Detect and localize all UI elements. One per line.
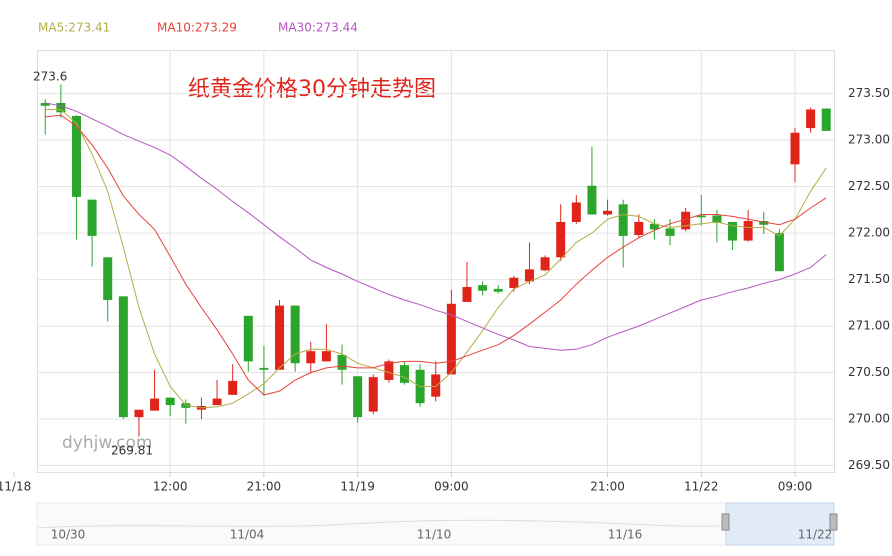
navigator-handle[interactable] — [721, 513, 730, 531]
legend-entry: MA5:273.41 — [38, 21, 110, 35]
annotation: 269.81 — [111, 444, 153, 458]
candle-body — [150, 398, 160, 411]
navigator-label: 11/04 — [230, 528, 265, 542]
x-tick-label: 11/19 — [340, 480, 375, 494]
legend-entry: MA30:273.44 — [278, 21, 358, 35]
candle-body — [87, 199, 97, 236]
navigator-label: 10/30 — [51, 528, 86, 542]
x-tick-label: 09:00 — [434, 480, 469, 494]
candle-body — [306, 351, 316, 364]
chart-title: 纸黄金价格30分钟走势图 — [188, 77, 436, 102]
watermark: dyhjw.com — [62, 433, 152, 453]
candle-body — [759, 221, 769, 225]
navigator-frame — [36, 502, 835, 546]
candle-body — [243, 315, 253, 362]
candle-body — [524, 269, 534, 282]
candle-body — [56, 102, 66, 113]
candle-body — [556, 221, 566, 258]
candle-body — [400, 365, 409, 383]
ma-line — [45, 114, 827, 396]
candle-body — [571, 202, 581, 222]
candle-body — [446, 303, 456, 375]
candle-body — [728, 221, 738, 241]
candle-body — [275, 305, 285, 370]
x-tick-label: 21:00 — [590, 480, 625, 494]
candle-body — [634, 221, 644, 235]
candle-body — [743, 221, 753, 241]
x-tick-label: 12:00 — [153, 480, 188, 494]
plot-frame — [37, 50, 835, 473]
annotation: 273.6 — [33, 70, 67, 84]
navigator-label: 11/22 — [798, 528, 833, 542]
ma-line — [45, 109, 827, 409]
y-tick-label: 273.00 — [848, 133, 890, 147]
candle-body — [821, 108, 831, 131]
candle-body — [118, 296, 128, 418]
y-tick-label: 272.00 — [848, 226, 890, 240]
navigator — [36, 502, 838, 546]
candle-body — [165, 397, 175, 406]
candle-body — [603, 210, 613, 215]
candle-body — [587, 185, 597, 215]
candles — [40, 84, 831, 437]
candle-body — [649, 223, 659, 230]
y-tick-label: 272.50 — [848, 179, 890, 193]
candle-body — [368, 377, 378, 412]
candle-body — [618, 204, 628, 236]
candle-body — [103, 257, 113, 301]
candle-body — [431, 374, 441, 397]
candle-body — [259, 367, 269, 370]
candle-body — [493, 288, 503, 292]
candle-body — [790, 132, 800, 165]
navigator-selection[interactable] — [725, 502, 835, 546]
legend-entry: MA10:273.29 — [157, 21, 237, 35]
candle-body — [681, 211, 691, 230]
candle-body — [134, 409, 144, 418]
ma-line — [45, 102, 827, 351]
candle-body — [40, 102, 50, 106]
candle-body — [478, 285, 488, 291]
candle-body — [353, 376, 363, 418]
y-tick-label: 271.00 — [848, 319, 890, 333]
candle-body — [712, 215, 722, 223]
candle-body — [384, 361, 394, 380]
candle-body — [540, 257, 550, 271]
navigator-label: 11/10 — [417, 528, 452, 542]
candle-body — [509, 277, 519, 288]
candle-body — [806, 109, 816, 129]
y-tick-label: 270.50 — [848, 365, 890, 379]
candle-body — [696, 215, 706, 218]
candle-body — [462, 287, 472, 302]
y-tick-label: 273.50 — [848, 86, 890, 100]
candle-body — [337, 354, 347, 370]
y-tick-label: 271.50 — [848, 272, 890, 286]
candle-body — [228, 380, 238, 395]
candle-body — [774, 233, 784, 272]
x-tick-label: 11/18 — [0, 480, 31, 494]
x-tick-label: 21:00 — [247, 480, 282, 494]
navigator-handle[interactable] — [829, 513, 838, 531]
x-tick-label: 11/22 — [684, 480, 719, 494]
y-tick-label: 269.50 — [848, 458, 890, 472]
candle-body — [321, 351, 331, 362]
navigator-label: 11/16 — [608, 528, 643, 542]
y-tick-label: 270.00 — [848, 412, 890, 426]
candle-body — [71, 115, 81, 197]
candle-body — [290, 305, 300, 364]
candle-body — [665, 228, 675, 236]
candle-body — [212, 398, 222, 406]
x-tick-label: 09:00 — [778, 480, 813, 494]
